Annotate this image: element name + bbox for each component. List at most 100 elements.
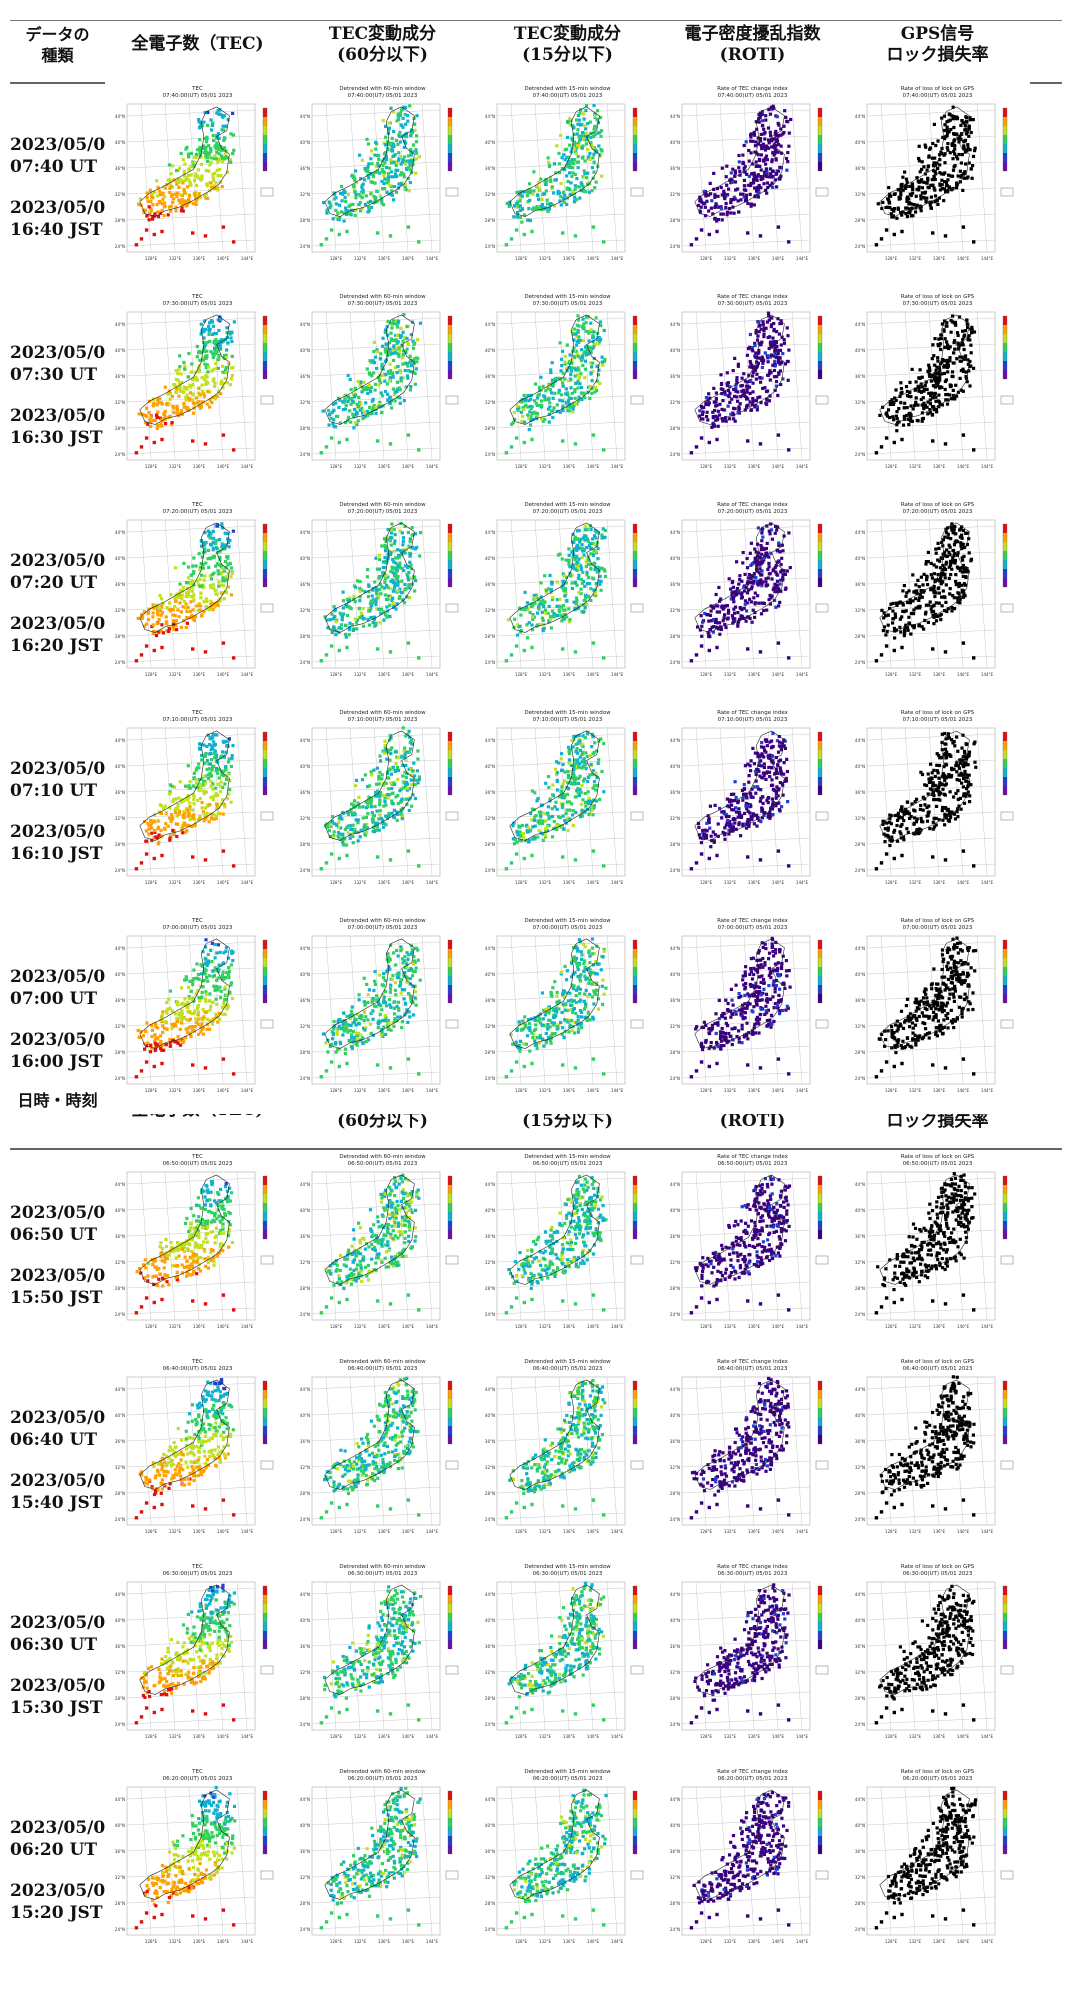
lon-tick-label: 136°E <box>933 672 946 677</box>
lat-tick-label: 28°N <box>670 1901 680 1906</box>
jst-time: 2023/05/01 16:40 JST <box>10 197 117 241</box>
map-frame <box>311 935 441 1085</box>
ut-clock: 07:00 UT <box>10 989 97 1009</box>
panel-timestamp: 07:40:00(UT) 05/01 2023 <box>533 93 603 99</box>
coastline <box>139 106 230 217</box>
legend-box <box>815 1255 829 1265</box>
colorbar <box>447 1380 453 1445</box>
legend-box <box>260 1665 274 1675</box>
lat-tick-label: 44°N <box>485 1797 495 1802</box>
coastline <box>694 1789 785 1900</box>
map-frame <box>496 1786 626 1936</box>
legend-box <box>815 187 829 197</box>
lon-tick-label: 128°E <box>330 1529 343 1534</box>
lon-tick-label: 132°E <box>909 464 922 469</box>
lat-tick-label: 28°N <box>670 426 680 431</box>
lon-tick-label: 144°E <box>981 1734 994 1739</box>
legend-box <box>260 1870 274 1880</box>
lat-tick-label: 44°N <box>855 530 865 535</box>
lon-tick-label: 132°E <box>909 1088 922 1093</box>
lat-tick-label: 44°N <box>855 114 865 119</box>
lat-tick-label: 36°N <box>485 166 495 171</box>
lon-tick-label: 136°E <box>378 1529 391 1534</box>
panel-title: Detrended with 60-min window <box>339 502 426 508</box>
lon-tick-label: 136°E <box>748 1529 761 1534</box>
lon-tick-label: 136°E <box>378 880 391 885</box>
panel-title: Detrended with 60-min window <box>339 1359 426 1365</box>
lon-tick-label: 128°E <box>515 256 528 261</box>
time-row: 2023/05/01 07:40 UT 2023/05/01 16:40 JST TEC… <box>0 82 1072 284</box>
panel-title: Rate of TEC change index <box>717 1769 789 1775</box>
panel-timestamp: 07:20:00(UT) 05/01 2023 <box>718 509 788 515</box>
map-panel-dtec15: Detrended with 15-min window 07:30:00(UT)… <box>475 290 660 490</box>
lat-tick-label: 24°N <box>300 660 310 665</box>
lat-tick-label: 44°N <box>670 530 680 535</box>
legend-box <box>815 1665 829 1675</box>
lon-tick-label: 140°E <box>957 1324 970 1329</box>
map-panel-roti: Rate of TEC change index 06:20:00(UT) 05/… <box>660 1765 845 1965</box>
legend-box <box>1000 395 1014 405</box>
map-frame <box>866 519 996 669</box>
legend-box <box>815 811 829 821</box>
lat-tick-label: 32°N <box>855 1465 865 1470</box>
map-panel-tec: TEC 06:20:00(UT) 05/01 2023 44°N 40°N 36°N 32… <box>105 1765 290 1965</box>
lon-tick-label: 136°E <box>933 256 946 261</box>
legend-box <box>630 1870 644 1880</box>
lon-tick-label: 136°E <box>933 1529 946 1534</box>
map-panel-roti: Rate of TEC change index 07:00:00(UT) 05/… <box>660 914 845 1114</box>
map-panel-tec: TEC 07:30:00(UT) 05/01 2023 44°N 40°N 36°N 32… <box>105 290 290 490</box>
lon-tick-label: 132°E <box>724 1734 737 1739</box>
lat-tick-label: 44°N <box>115 1797 125 1802</box>
panel-timestamp: 06:50:00(UT) 05/01 2023 <box>533 1161 603 1167</box>
lon-tick-label: 132°E <box>169 464 182 469</box>
lon-tick-label: 144°E <box>241 256 254 261</box>
panel-title: Rate of loss of lock on GPS <box>901 502 975 508</box>
map-frame <box>311 1376 441 1526</box>
legend-box <box>445 1870 459 1880</box>
colorbar <box>1002 939 1008 1004</box>
lon-tick-label: 144°E <box>796 1939 809 1944</box>
coastline <box>139 314 230 425</box>
legend-box <box>630 395 644 405</box>
legend-box <box>260 395 274 405</box>
lat-tick-label: 44°N <box>855 322 865 327</box>
lat-tick-label: 40°N <box>300 1208 310 1213</box>
lon-tick-label: 140°E <box>217 464 230 469</box>
lat-tick-label: 28°N <box>485 1696 495 1701</box>
map-frame <box>681 935 811 1085</box>
lat-tick-label: 40°N <box>485 1208 495 1213</box>
lat-tick-label: 32°N <box>670 608 680 613</box>
lon-tick-label: 132°E <box>539 1324 552 1329</box>
lon-tick-label: 144°E <box>796 672 809 677</box>
map-frame <box>866 311 996 461</box>
lat-tick-label: 44°N <box>300 946 310 951</box>
lat-tick-label: 32°N <box>670 192 680 197</box>
lat-tick-label: 32°N <box>670 1465 680 1470</box>
lat-tick-label: 28°N <box>855 842 865 847</box>
lat-tick-label: 36°N <box>485 998 495 1003</box>
lon-tick-label: 144°E <box>241 1324 254 1329</box>
panel-title: TEC <box>191 86 203 92</box>
panel-title: Rate of loss of lock on GPS <box>901 710 975 716</box>
map-panel-dtec15: Detrended with 15-min window 06:40:00(UT)… <box>475 1355 660 1555</box>
time-row: 2023/05/01 07:10 UT 2023/05/01 16:10 JST TEC… <box>0 706 1072 908</box>
lat-tick-label: 32°N <box>115 400 125 405</box>
lon-tick-label: 132°E <box>909 1324 922 1329</box>
map-frame <box>496 311 626 461</box>
legend-box <box>260 811 274 821</box>
legend-box <box>260 1019 274 1029</box>
lat-tick-label: 36°N <box>670 1439 680 1444</box>
lon-tick-label: 140°E <box>772 1734 785 1739</box>
map-panel-roti: Rate of TEC change index 06:30:00(UT) 05/… <box>660 1560 845 1760</box>
colorbar <box>262 1380 268 1445</box>
lon-tick-label: 132°E <box>169 256 182 261</box>
colorbar <box>817 1175 823 1240</box>
lat-tick-label: 32°N <box>485 816 495 821</box>
lat-tick-label: 40°N <box>115 348 125 353</box>
panel-title: Detrended with 15-min window <box>524 710 611 716</box>
map-frame <box>311 1786 441 1936</box>
map-data-points <box>689 1791 791 1930</box>
lat-tick-label: 24°N <box>300 1312 310 1317</box>
map-frame <box>311 1581 441 1731</box>
row-time-label: 2023/05/01 06:20 UT 2023/05/01 15:20 JST <box>10 1765 140 1967</box>
